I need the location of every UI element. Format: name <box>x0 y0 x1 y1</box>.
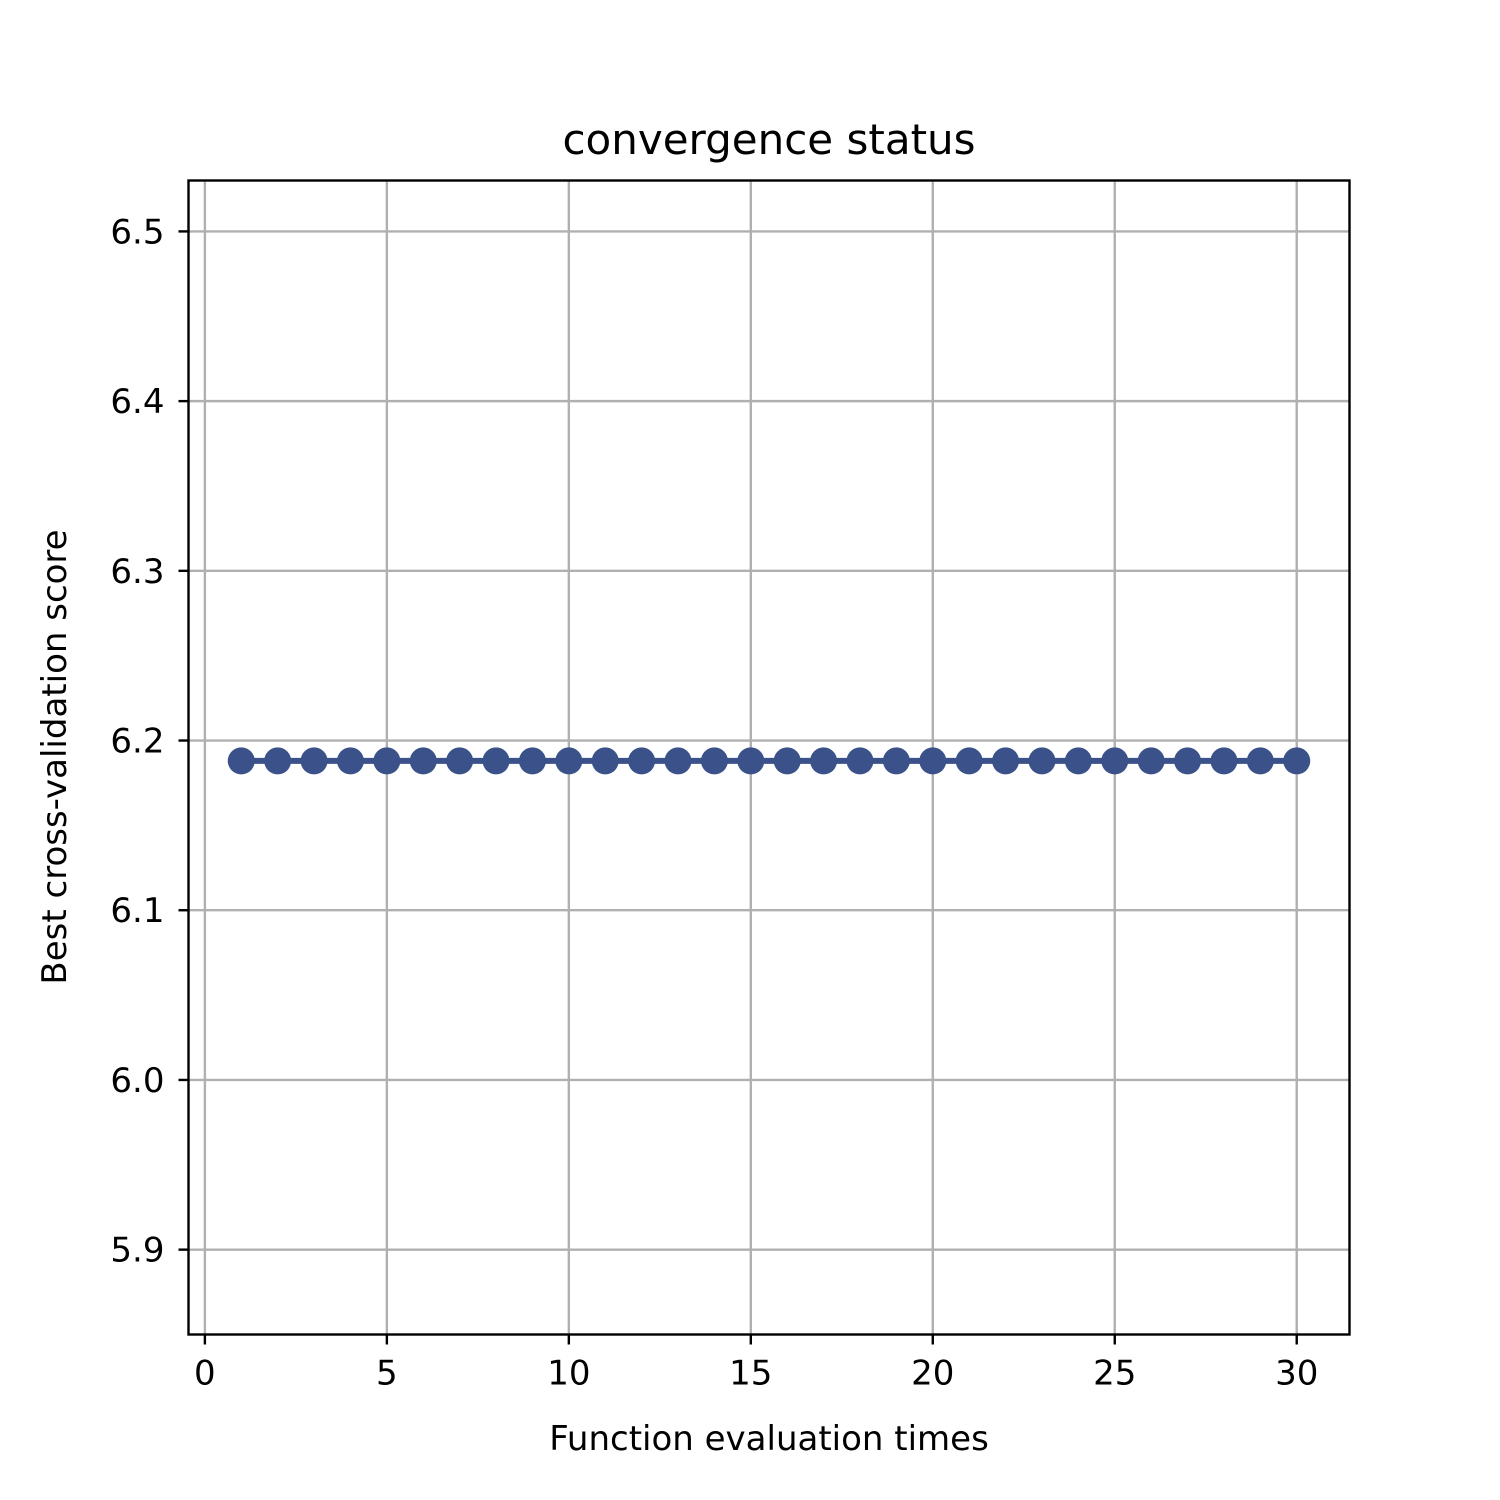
y-tick-label: 6.0 <box>110 1061 164 1101</box>
data-point <box>1210 747 1238 775</box>
data-point <box>846 747 874 775</box>
data-point <box>300 747 328 775</box>
data-point <box>773 747 801 775</box>
data-point <box>264 747 292 775</box>
x-tick-label: 5 <box>376 1354 398 1394</box>
data-point <box>955 747 983 775</box>
series-layer <box>227 747 1311 775</box>
y-tick-label: 6.5 <box>110 212 164 252</box>
x-tick-label: 15 <box>729 1354 772 1394</box>
y-tick-label: 6.3 <box>110 552 164 592</box>
x-tick-label: 0 <box>194 1354 216 1394</box>
data-point <box>992 747 1020 775</box>
data-point <box>336 747 364 775</box>
plot-frame <box>187 179 1351 1336</box>
x-tick-label: 20 <box>911 1354 954 1394</box>
data-point <box>1283 747 1311 775</box>
data-point <box>591 747 619 775</box>
data-point <box>555 747 583 775</box>
data-point <box>446 747 474 775</box>
data-point <box>1137 747 1165 775</box>
data-point <box>227 747 255 775</box>
x-axis-label: Function evaluation times <box>549 1419 989 1459</box>
x-tick-label: 25 <box>1093 1354 1136 1394</box>
data-point <box>737 747 765 775</box>
data-point <box>810 747 838 775</box>
y-tick-label: 6.1 <box>110 891 164 931</box>
x-axis-ticks: 0 5 10 15 20 25 30 <box>194 1334 1318 1394</box>
data-point <box>628 747 656 775</box>
y-tick-label: 6.4 <box>110 382 164 422</box>
data-point <box>1028 747 1056 775</box>
data-point <box>664 747 692 775</box>
y-axis-label: Best cross-validation score <box>35 529 75 984</box>
data-point <box>518 747 546 775</box>
data-point <box>700 747 728 775</box>
data-point <box>882 747 910 775</box>
data-point <box>1174 747 1202 775</box>
data-point <box>1246 747 1274 775</box>
x-tick-label: 10 <box>547 1354 590 1394</box>
data-point <box>1064 747 1092 775</box>
data-point <box>482 747 510 775</box>
chart-title: convergence status <box>562 115 975 164</box>
y-tick-label: 5.9 <box>110 1231 164 1271</box>
data-point <box>409 747 437 775</box>
data-point <box>919 747 947 775</box>
y-tick-label: 6.2 <box>110 722 164 762</box>
x-tick-label: 30 <box>1275 1354 1318 1394</box>
data-point <box>373 747 401 775</box>
data-point <box>1101 747 1129 775</box>
y-axis-ticks: 5.9 6.0 6.1 6.2 6.3 6.4 6.5 <box>110 212 189 1271</box>
